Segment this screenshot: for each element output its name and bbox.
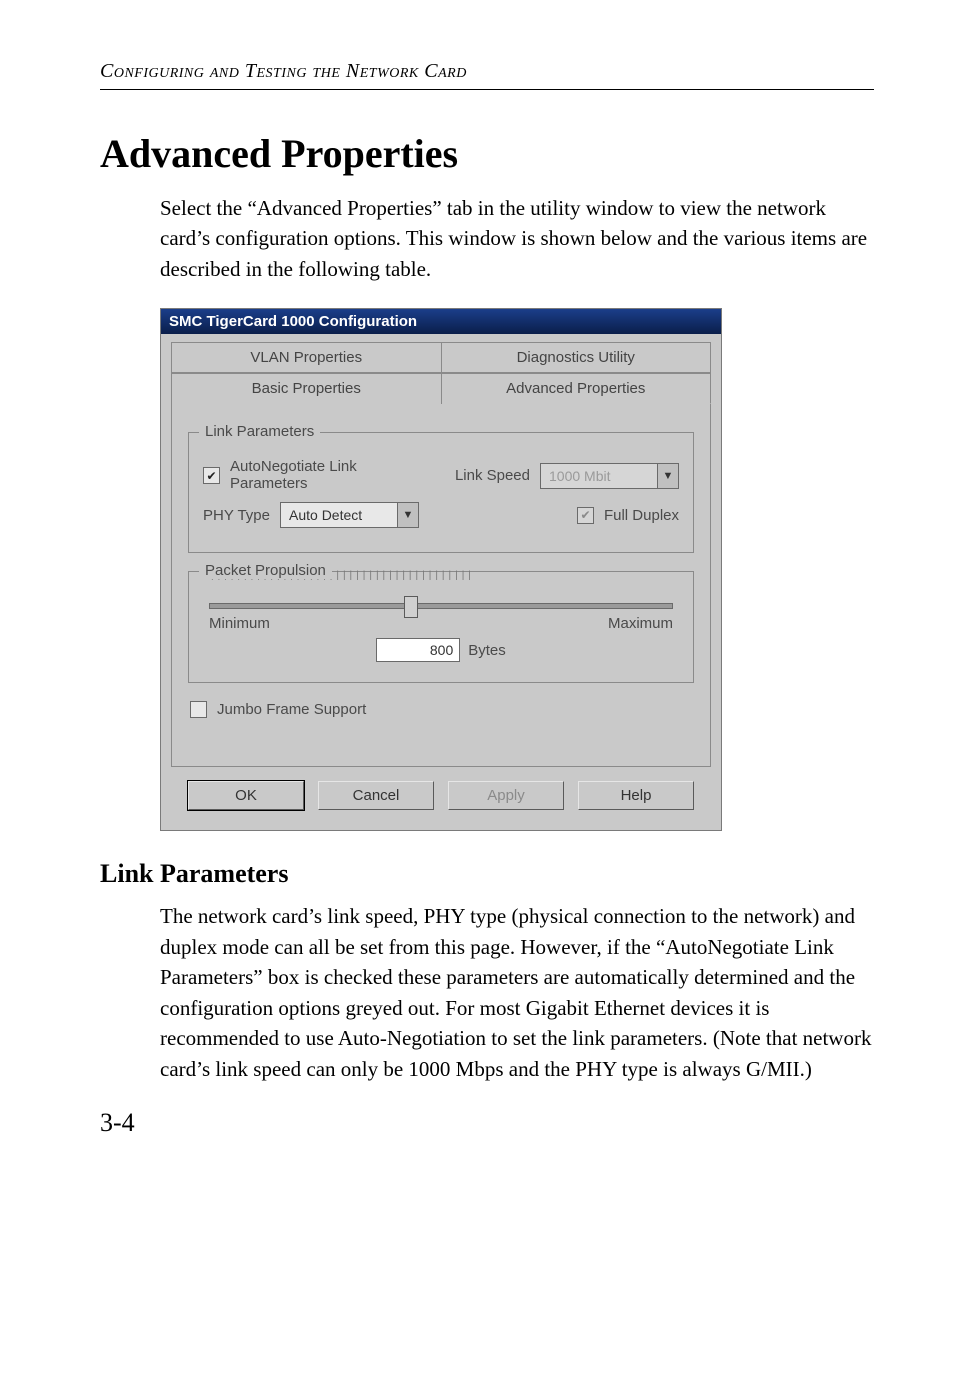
dialog-screenshot: SMC TigerCard 1000 Configuration VLAN Pr… [160,308,874,831]
link-parameters-heading: Link Parameters [100,859,874,889]
autoneg-label: AutoNegotiate Link Parameters [230,459,400,492]
packet-bytes-input[interactable]: 800 [376,638,460,662]
phy-type-label: PHY Type [203,507,270,524]
link-parameters-paragraph: The network card’s link speed, PHY type … [160,901,874,1084]
tabs-front-row: Basic Properties Advanced Properties [171,373,711,404]
autoneg-checkbox[interactable]: ✔ [203,467,220,484]
chevron-down-icon: ▼ [657,464,678,488]
config-dialog: SMC TigerCard 1000 Configuration VLAN Pr… [160,308,722,831]
tab-basic-properties[interactable]: Basic Properties [171,373,442,404]
packet-propulsion-legend: Packet Propulsion [199,562,332,579]
slider-track [209,603,673,609]
tab-vlan-properties[interactable]: VLAN Properties [171,342,442,373]
full-duplex-label: Full Duplex [604,507,679,524]
packet-slider[interactable]: ||||||||||||||||||||||||||||||||||||||||… [209,570,673,662]
jumbo-frame-label: Jumbo Frame Support [217,701,366,718]
advanced-tab-panel: Link Parameters ✔ AutoNegotiate Link Par… [171,404,711,767]
full-duplex-checkbox[interactable]: ✔ [577,507,594,524]
slider-thumb[interactable] [404,596,418,618]
help-button[interactable]: Help [578,781,694,810]
link-speed-select[interactable]: 1000 Mbit ▼ [540,463,679,489]
link-speed-label: Link Speed [455,467,530,484]
running-head: Configuring and Testing the Network Card [100,60,874,83]
link-parameters-legend: Link Parameters [199,423,320,440]
ok-button[interactable]: OK [188,781,304,810]
link-parameters-group: Link Parameters ✔ AutoNegotiate Link Par… [188,432,694,553]
phy-type-select[interactable]: Auto Detect ▼ [280,502,419,528]
slider-min-label: Minimum [209,615,270,632]
tab-advanced-properties[interactable]: Advanced Properties [442,373,712,404]
packet-bytes-unit: Bytes [468,642,506,659]
jumbo-frame-checkbox[interactable] [190,701,207,718]
chevron-down-icon: ▼ [397,503,418,527]
packet-propulsion-group: Packet Propulsion ||||||||||||||||||||||… [188,571,694,683]
intro-paragraph: Select the “Advanced Properties” tab in … [160,193,874,284]
dialog-button-row: OK Cancel Apply Help [171,767,711,816]
slider-max-label: Maximum [608,615,673,632]
tab-diagnostics-utility[interactable]: Diagnostics Utility [442,342,712,373]
tabs-back-row: VLAN Properties Diagnostics Utility [171,342,711,373]
phy-type-value: Auto Detect [281,503,397,527]
dialog-titlebar: SMC TigerCard 1000 Configuration [161,309,721,334]
page-number: 3-4 [100,1108,874,1138]
cancel-button[interactable]: Cancel [318,781,434,810]
link-speed-value: 1000 Mbit [541,464,657,488]
apply-button[interactable]: Apply [448,781,564,810]
head-rule [100,89,874,90]
section-title: Advanced Properties [100,130,874,177]
